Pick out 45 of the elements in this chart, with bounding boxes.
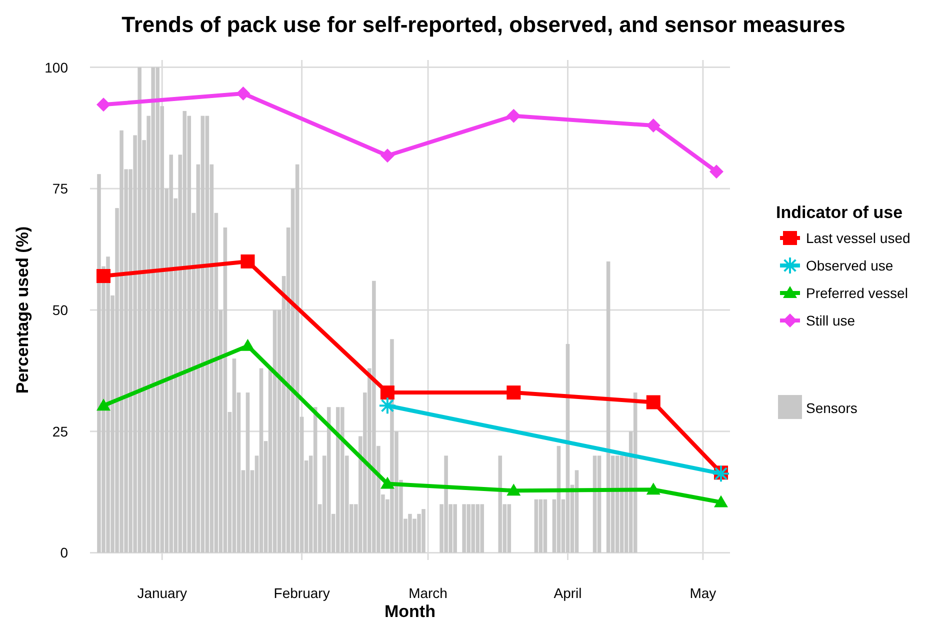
bar <box>543 499 548 553</box>
point <box>646 395 660 410</box>
legend-title: Indicator of use <box>776 203 903 222</box>
point <box>96 98 111 112</box>
y-axis-title: Percentage used (%) <box>13 226 32 394</box>
bar <box>498 456 502 553</box>
bar <box>223 227 228 553</box>
bar <box>538 499 543 553</box>
point <box>646 118 660 133</box>
bar <box>246 392 250 553</box>
point <box>506 484 521 496</box>
point <box>714 495 728 508</box>
point <box>646 482 660 495</box>
point <box>96 269 111 284</box>
point <box>240 254 255 268</box>
bar <box>534 499 538 553</box>
legend-label: Sensors <box>806 400 858 416</box>
point <box>506 386 521 400</box>
x-tick-label: March <box>408 585 448 601</box>
x-tick-label: January <box>137 585 188 601</box>
bar <box>200 116 205 553</box>
bar <box>295 164 300 553</box>
bar <box>232 358 236 553</box>
legend-label: Last vessel used <box>806 230 910 246</box>
x-tick-label: May <box>690 585 716 601</box>
y-tick-label: 75 <box>52 180 68 197</box>
y-tick-label: 50 <box>52 302 68 318</box>
legend-label: Preferred vessel <box>806 285 908 301</box>
point <box>506 108 521 123</box>
point <box>96 398 111 411</box>
y-tick-label: 0 <box>60 544 68 561</box>
point <box>709 164 724 179</box>
point <box>240 338 255 351</box>
bar <box>272 310 277 553</box>
legend-label: Observed use <box>806 258 894 274</box>
bar <box>205 116 210 553</box>
legend-label: Still use <box>806 312 856 328</box>
bar <box>259 368 264 553</box>
y-tick-label: 25 <box>52 423 68 440</box>
x-axis-title: Month <box>384 602 436 621</box>
point <box>236 86 250 100</box>
x-tick-label: April <box>554 585 582 601</box>
y-tick-label: 100 <box>44 59 68 76</box>
x-tick-label: February <box>274 585 330 601</box>
chart-title: Trends of pack use for self-reported, observed, and sensor measures <box>122 12 846 37</box>
